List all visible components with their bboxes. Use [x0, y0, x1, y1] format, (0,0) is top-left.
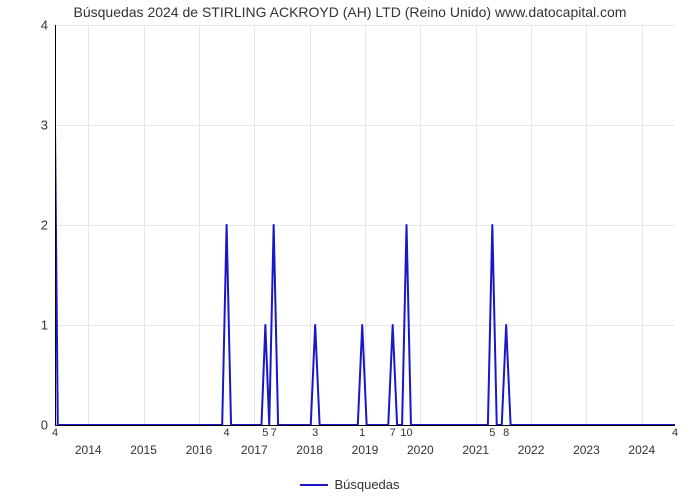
x-tick-label: 2014 [75, 443, 102, 457]
axis-value-label: 4 [52, 427, 58, 439]
axis-value-label: 10 [400, 427, 412, 439]
axis-value-label: 8 [503, 427, 509, 439]
series-line [55, 125, 675, 425]
x-tick-label: 2021 [462, 443, 489, 457]
chart-title: Búsquedas 2024 de STIRLING ACKROYD (AH) … [0, 4, 700, 20]
axis-value-label: 1 [359, 427, 365, 439]
y-tick-label: 0 [8, 418, 48, 433]
y-tick-label: 2 [8, 218, 48, 233]
x-tick-label: 2024 [628, 443, 655, 457]
x-axis [55, 425, 675, 426]
chart-svg [55, 25, 675, 425]
x-tick-label: 2022 [518, 443, 545, 457]
x-tick-label: 2015 [130, 443, 157, 457]
x-tick-label: 2020 [407, 443, 434, 457]
axis-value-label: 3 [312, 427, 318, 439]
axis-value-label: 5 [262, 427, 268, 439]
plot-area [55, 25, 675, 425]
axis-value-label: 5 [489, 427, 495, 439]
y-tick-label: 1 [8, 318, 48, 333]
y-tick-label: 3 [8, 118, 48, 133]
y-axis [55, 25, 56, 425]
axis-value-label: 4 [672, 427, 678, 439]
legend: Búsquedas [0, 477, 700, 492]
x-tick-label: 2016 [186, 443, 213, 457]
y-tick-label: 4 [8, 18, 48, 33]
x-tick-label: 2023 [573, 443, 600, 457]
x-tick-label: 2018 [296, 443, 323, 457]
x-tick-label: 2017 [241, 443, 268, 457]
x-tick-label: 2019 [352, 443, 379, 457]
axis-value-label: 7 [271, 427, 277, 439]
axis-value-label: 7 [390, 427, 396, 439]
axis-value-label: 4 [224, 427, 230, 439]
legend-swatch [300, 484, 328, 486]
legend-label: Búsquedas [334, 477, 399, 492]
